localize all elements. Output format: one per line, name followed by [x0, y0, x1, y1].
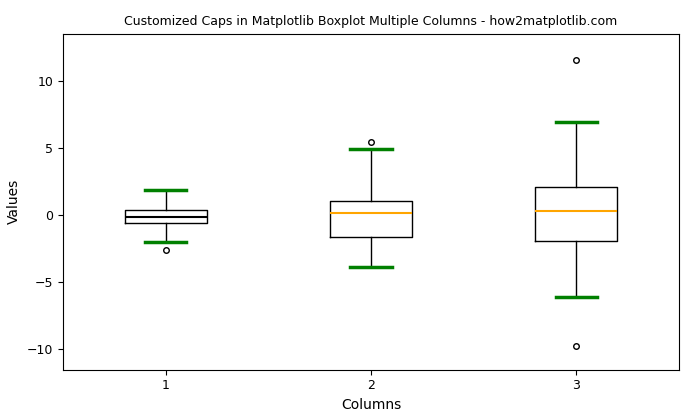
- X-axis label: Columns: Columns: [341, 398, 401, 412]
- Y-axis label: Values: Values: [7, 179, 21, 224]
- Title: Customized Caps in Matplotlib Boxplot Multiple Columns - how2matplotlib.com: Customized Caps in Matplotlib Boxplot Mu…: [125, 15, 617, 28]
